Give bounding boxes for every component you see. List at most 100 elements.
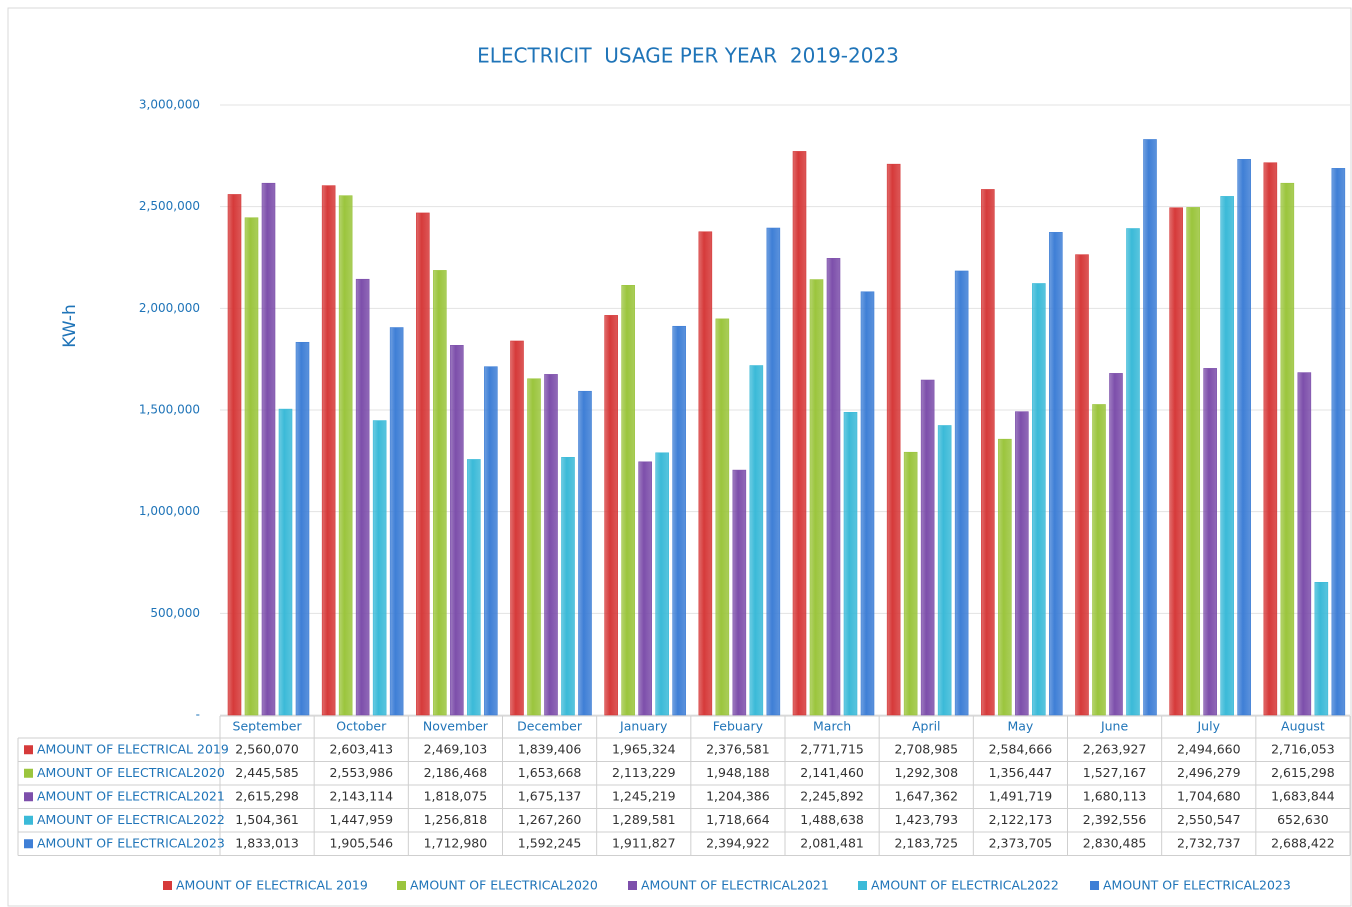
- table-cell: 2,732,737: [1177, 835, 1241, 850]
- table-cell: 1,267,260: [518, 812, 582, 827]
- bar: [1263, 162, 1278, 716]
- y-tick-label: 500,000: [150, 606, 200, 620]
- bar: [295, 341, 310, 716]
- x-tick-label: December: [517, 719, 583, 734]
- bar: [389, 327, 404, 716]
- table-cell: 2,122,173: [989, 812, 1053, 827]
- y-tick-label: -: [196, 708, 200, 722]
- bar: [792, 151, 807, 716]
- legend-key: [24, 815, 33, 825]
- bar: [826, 258, 841, 716]
- table-cell: 1,527,167: [1083, 765, 1147, 780]
- x-tick-label: Febuary: [713, 719, 764, 734]
- y-tick-label: 1,000,000: [139, 504, 200, 518]
- legend-key: [24, 792, 33, 802]
- bar: [561, 457, 575, 716]
- table-cell: 2,688,422: [1271, 835, 1335, 850]
- table-cell: 2,392,556: [1083, 812, 1147, 827]
- legend-label: AMOUNT OF ELECTRICAL2023: [1103, 878, 1291, 893]
- table-cell: 2,186,468: [424, 765, 488, 780]
- bar: [1280, 182, 1295, 716]
- bar: [1220, 196, 1234, 716]
- table-cell: 1,712,980: [424, 835, 488, 850]
- x-tick-label: May: [1007, 719, 1033, 734]
- bar: [1203, 368, 1217, 716]
- bar: [527, 378, 541, 716]
- bar: [261, 182, 276, 716]
- bar: [749, 365, 764, 716]
- bar: [321, 185, 336, 716]
- bar: [416, 212, 430, 716]
- table-cell: 1,653,668: [518, 765, 582, 780]
- bar: [578, 390, 592, 716]
- y-tick-label: 2,500,000: [139, 199, 200, 213]
- bar: [1075, 254, 1089, 716]
- bar: [920, 379, 935, 716]
- table-cell: 2,771,715: [800, 741, 864, 756]
- table-cell: 2,373,705: [989, 835, 1053, 850]
- bar: [1331, 168, 1346, 716]
- table-cell: 2,394,922: [706, 835, 770, 850]
- bar: [484, 366, 498, 716]
- table-cell: 1,245,219: [612, 788, 676, 803]
- table-cell: 1,488,638: [800, 812, 864, 827]
- table-cell: 2,494,660: [1177, 741, 1241, 756]
- table-cell: 2,113,229: [612, 765, 676, 780]
- bar: [954, 270, 969, 716]
- table-row-label: AMOUNT OF ELECTRICAL 2019: [37, 741, 229, 756]
- bar: [860, 291, 875, 716]
- table-cell: 2,263,927: [1083, 741, 1147, 756]
- table-cell: 2,141,460: [800, 765, 864, 780]
- bar: [655, 452, 669, 716]
- bar: [544, 374, 558, 716]
- legend-key: [24, 745, 33, 755]
- y-tick-label: 1,500,000: [139, 403, 200, 417]
- table-cell: 1,948,188: [706, 765, 770, 780]
- table-cell: 1,447,959: [329, 812, 393, 827]
- bar: [715, 318, 730, 716]
- table-cell: 1,818,075: [424, 788, 488, 803]
- bar: [1169, 207, 1183, 716]
- bar: [372, 420, 387, 716]
- table-cell: 1,504,361: [235, 812, 299, 827]
- table-row-label: AMOUNT OF ELECTRICAL2020: [37, 765, 225, 780]
- table-cell: 1,423,793: [894, 812, 958, 827]
- bar: [903, 451, 918, 716]
- table-row-label: AMOUNT OF ELECTRICAL2023: [37, 835, 225, 850]
- bar: [1109, 373, 1123, 716]
- legend-swatch: [163, 881, 172, 890]
- table-cell: 1,647,362: [894, 788, 958, 803]
- table-cell: 2,445,585: [235, 765, 299, 780]
- bar: [1143, 139, 1157, 716]
- table-cell: 1,718,664: [706, 812, 770, 827]
- table-cell: 2,245,892: [800, 788, 864, 803]
- x-tick-label: October: [336, 719, 387, 734]
- bar: [998, 438, 1012, 716]
- bar: [338, 195, 353, 716]
- table-row-label: AMOUNT OF ELECTRICAL2021: [37, 788, 225, 803]
- bar: [638, 461, 652, 716]
- bar: [467, 459, 481, 716]
- bar: [433, 270, 447, 716]
- bar: [981, 189, 995, 716]
- bar: [937, 425, 952, 716]
- table-row-label: AMOUNT OF ELECTRICAL2022: [37, 812, 225, 827]
- bar: [809, 279, 824, 716]
- bar: [510, 340, 524, 716]
- y-tick-label: 2,000,000: [139, 301, 200, 315]
- table-cell: 1,704,680: [1177, 788, 1241, 803]
- bar: [1015, 411, 1029, 716]
- table-cell: 1,683,844: [1271, 788, 1335, 803]
- table-cell: 1,592,245: [518, 835, 582, 850]
- bar: [355, 278, 370, 716]
- table-cell: 1,292,308: [894, 765, 958, 780]
- table-cell: 2,708,985: [894, 741, 958, 756]
- bar: [1314, 581, 1329, 716]
- bar: [1032, 283, 1046, 716]
- bar: [1049, 232, 1063, 716]
- y-axis-label: KW-h: [60, 304, 80, 348]
- legend-label: AMOUNT OF ELECTRICAL 2019: [176, 878, 368, 893]
- table-cell: 1,839,406: [518, 741, 582, 756]
- legend-swatch: [397, 881, 406, 890]
